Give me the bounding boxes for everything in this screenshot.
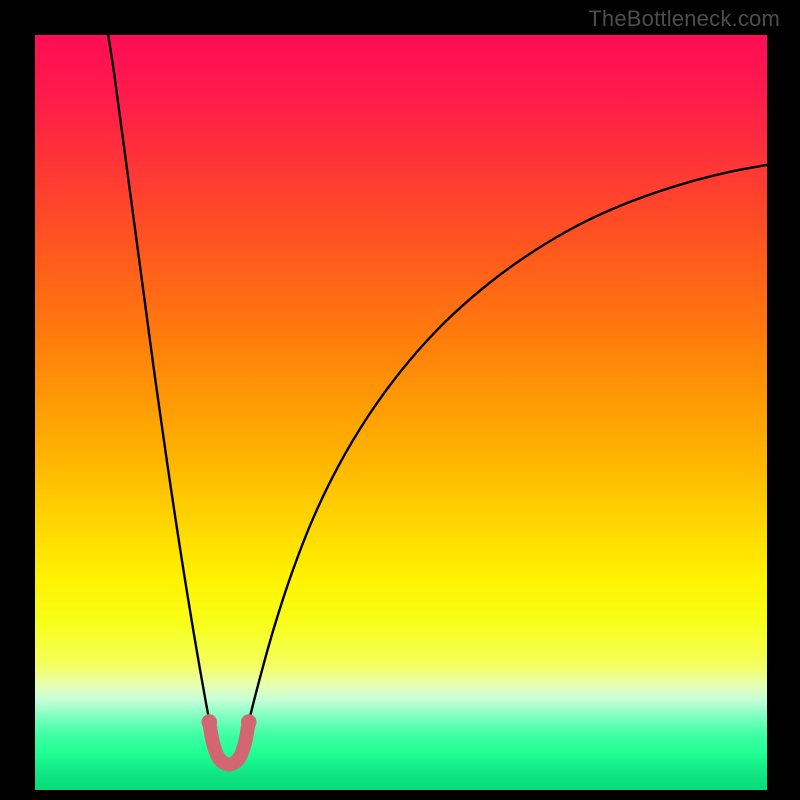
u-marker-dot-1 [241,714,257,730]
bottleneck-curve-chart [35,35,767,790]
plot-area [35,35,767,790]
gradient-background [35,35,767,790]
watermark-text: TheBottleneck.com [588,6,780,32]
chart-frame: TheBottleneck.com [0,0,800,800]
u-marker-dot-0 [201,714,217,730]
